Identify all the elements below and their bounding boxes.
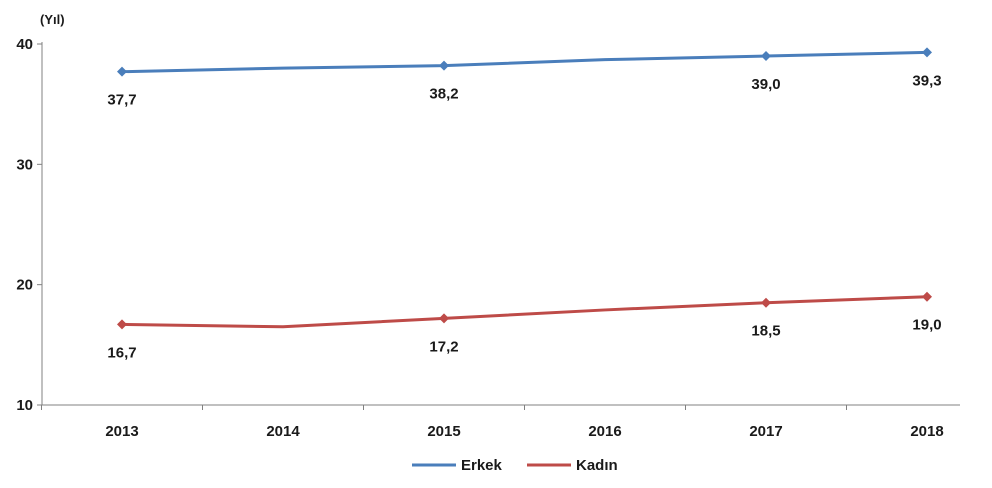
legend: Erkek Kadın — [412, 457, 618, 474]
x-tick-label: 2018 — [910, 423, 943, 440]
y-tick-label: 40 — [16, 36, 33, 53]
data-label: 39,3 — [912, 72, 941, 89]
data-label: 18,5 — [751, 323, 780, 340]
series-layer: 37,7 38,2 39,0 39,3 16,7 17,2 18,5 19,0 — [107, 47, 942, 361]
series-1: 37,7 38,2 39,0 39,3 — [107, 47, 942, 109]
x-tick-label: 2016 — [588, 423, 621, 440]
data-label: 39,0 — [751, 76, 780, 93]
y-tick-label: 10 — [16, 397, 33, 414]
x-tick-label: 2013 — [105, 423, 138, 440]
data-point-marker — [761, 297, 771, 308]
data-point-marker — [922, 47, 932, 58]
x-tick-label: 2014 — [266, 423, 300, 440]
data-point-marker — [439, 60, 449, 71]
data-label: 19,0 — [912, 317, 941, 334]
data-label: 17,2 — [429, 338, 458, 355]
data-label: 37,7 — [107, 92, 136, 109]
data-point-marker — [761, 51, 771, 62]
data-point-marker — [117, 66, 127, 77]
series-2: 16,7 17,2 18,5 19,0 — [107, 291, 942, 361]
data-point-marker — [117, 319, 127, 330]
axes: 10 20 30 40 2013 2014 2015 2016 2017 2018 — [16, 36, 960, 440]
x-tick-label: 2017 — [749, 423, 782, 440]
y-tick-label: 20 — [16, 277, 33, 294]
legend-label: Kadın — [576, 457, 618, 474]
series-line — [121, 50, 928, 74]
data-point-marker — [922, 291, 932, 302]
data-label: 38,2 — [429, 86, 458, 103]
y-axis-unit-label: (Yıl) — [40, 12, 65, 27]
legend-label: Erkek — [461, 457, 503, 474]
y-tick-label: 30 — [16, 156, 33, 173]
series-line — [121, 295, 928, 329]
data-label: 16,7 — [107, 344, 136, 361]
x-tick-label: 2015 — [427, 423, 460, 440]
data-point-marker — [439, 313, 449, 324]
